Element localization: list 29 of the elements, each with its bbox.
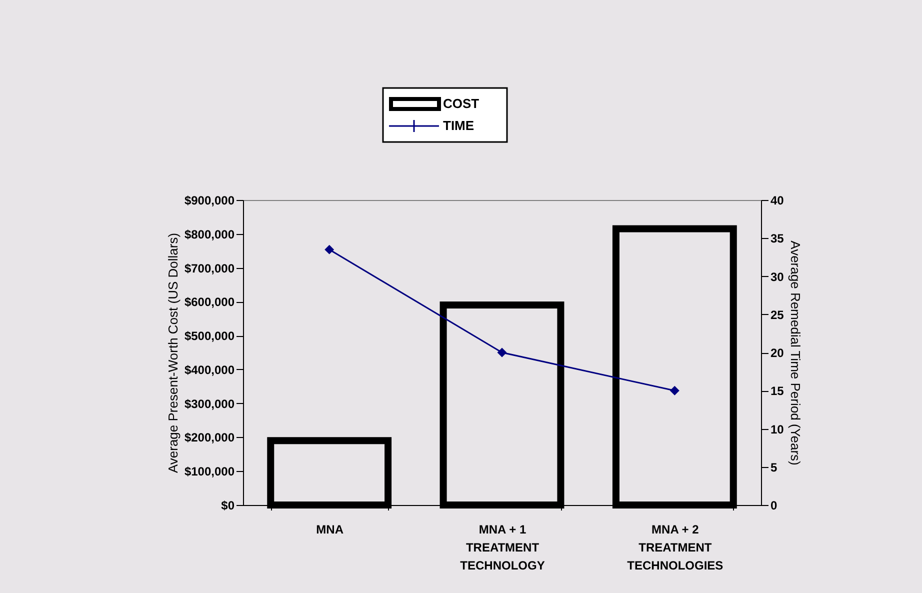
y2-tick-label: 10 bbox=[770, 422, 784, 436]
y-tick-label: $600,000 bbox=[184, 295, 235, 310]
y-tick-label: $400,000 bbox=[184, 362, 235, 377]
point bbox=[324, 244, 334, 254]
y-tick-label: $700,000 bbox=[184, 261, 235, 276]
point bbox=[497, 348, 507, 358]
y2-tick-label: 0 bbox=[770, 498, 778, 512]
y2-tick-label: 15 bbox=[770, 384, 784, 398]
y-tick-label: $800,000 bbox=[184, 227, 235, 242]
y2-axis-title: Average Remedial Time Period (Years) bbox=[788, 240, 803, 466]
y-tick-label: $200,000 bbox=[184, 430, 235, 445]
y2-tick-label: 30 bbox=[770, 270, 784, 284]
legend-label: COST bbox=[443, 96, 480, 111]
y2-tick-label: 25 bbox=[770, 308, 784, 322]
y-tick-label: $500,000 bbox=[184, 329, 235, 344]
y2-tick-label: 35 bbox=[770, 232, 784, 246]
y-axis-title: Average Present-Worth Cost (US Dollars) bbox=[165, 232, 180, 474]
x-tick-label: MNA bbox=[316, 522, 344, 536]
legend-label: TIME bbox=[443, 118, 474, 133]
y-tick-label: $0 bbox=[221, 498, 235, 512]
y2-tick-label: 20 bbox=[770, 346, 784, 360]
x-tick-label: MNA + 2 TREATMENT TECHNOLOGIES bbox=[627, 522, 724, 572]
y-tick-label: $900,000 bbox=[184, 194, 235, 208]
point bbox=[670, 386, 680, 396]
y2-tick-label: 5 bbox=[770, 460, 778, 474]
y-tick-label: $300,000 bbox=[184, 396, 235, 411]
x-tick-label: MNA + 1 TREATMENT TECHNOLOGY bbox=[460, 522, 545, 572]
y2-tick-label: 40 bbox=[770, 194, 784, 208]
y-tick-label: $100,000 bbox=[184, 464, 235, 479]
